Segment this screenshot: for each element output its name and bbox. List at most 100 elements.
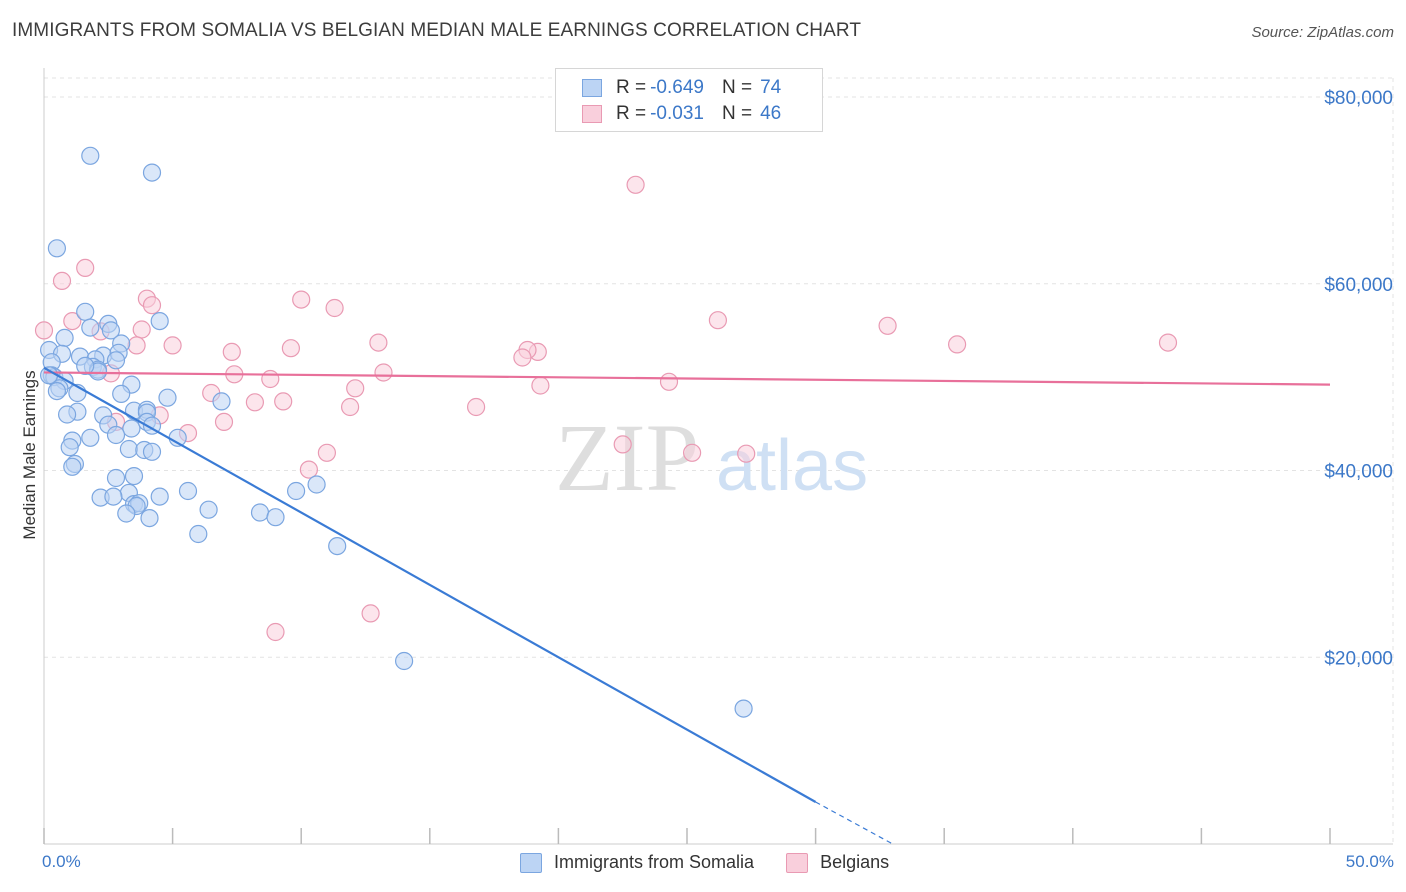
somalia-point bbox=[178, 481, 198, 501]
belgians-point bbox=[163, 336, 182, 355]
somalia-point bbox=[119, 439, 138, 459]
belgians-point bbox=[659, 372, 679, 391]
somalia-point bbox=[140, 508, 159, 528]
x-tick-max: 50.0% bbox=[1345, 852, 1394, 871]
somalia-point bbox=[60, 438, 79, 457]
belgians-point bbox=[127, 336, 146, 355]
somalia-point bbox=[101, 321, 121, 340]
correlation-legend: R = -0.649 N = 74 R = -0.031 N = 46 bbox=[555, 68, 823, 132]
belgians-point bbox=[299, 460, 318, 479]
somalia-point bbox=[63, 457, 82, 476]
y-tick-label: $20,000 bbox=[1324, 648, 1393, 669]
belgians-swatch bbox=[582, 105, 602, 123]
belgians-point bbox=[369, 333, 388, 352]
belgians-point bbox=[467, 397, 486, 417]
somalia-point bbox=[81, 318, 100, 337]
somalia-legend-swatch bbox=[520, 852, 542, 873]
belgians-point bbox=[214, 412, 234, 431]
n-label: N = bbox=[721, 103, 753, 124]
somalia-point bbox=[106, 468, 126, 488]
somalia-point bbox=[150, 487, 169, 506]
belgians-point bbox=[708, 311, 728, 330]
axes bbox=[43, 68, 1393, 845]
somalia-point bbox=[142, 442, 162, 461]
watermark-atlas: atlas bbox=[716, 426, 868, 506]
legend-label-belgians: Belgians bbox=[820, 852, 890, 872]
somalia-trendline-extension bbox=[815, 801, 894, 845]
somalia-point bbox=[150, 312, 169, 331]
somalia-trendline bbox=[43, 366, 817, 803]
belgians-point bbox=[878, 316, 897, 335]
y-tick-label: $80,000 bbox=[1324, 88, 1393, 109]
legend-item-belgians[interactable]: Belgians bbox=[786, 852, 889, 873]
r-value: -0.031 bbox=[650, 103, 704, 124]
chart-title: IMMIGRANTS FROM SOMALIA VS BELGIAN MEDIA… bbox=[12, 20, 862, 41]
belgians-point bbox=[245, 393, 264, 412]
belgians-point bbox=[1158, 333, 1178, 352]
belgians-point bbox=[142, 296, 162, 315]
belgians-point bbox=[63, 312, 82, 331]
somalia-point bbox=[212, 392, 231, 411]
belgians-point bbox=[292, 290, 311, 309]
belgians-point bbox=[325, 298, 344, 318]
somalia-point bbox=[266, 508, 285, 527]
somalia-point bbox=[124, 467, 144, 486]
belgians-point bbox=[34, 321, 54, 340]
belgians-point bbox=[346, 379, 365, 398]
r-value: -0.649 bbox=[650, 77, 704, 98]
r-label: R = bbox=[616, 103, 647, 124]
somalia-point bbox=[250, 503, 270, 522]
legend-row-somalia: R = -0.649 N = 74 bbox=[556, 75, 781, 101]
legend-row-belgians: R = -0.031 N = 46 bbox=[556, 101, 781, 127]
somalia-point bbox=[57, 405, 77, 424]
belgians-legend-swatch bbox=[786, 852, 809, 873]
belgians-point bbox=[374, 363, 393, 382]
somalia-point bbox=[117, 504, 136, 523]
somalia-point bbox=[47, 239, 67, 258]
belgians-point bbox=[682, 443, 702, 462]
n-value: 74 bbox=[760, 77, 782, 98]
watermark: ZIP atlas bbox=[555, 404, 868, 511]
r-label: R = bbox=[616, 77, 647, 98]
belgians-point bbox=[531, 376, 550, 395]
belgians-point bbox=[76, 258, 95, 277]
n-label: N = bbox=[721, 77, 753, 98]
somalia-point bbox=[106, 425, 126, 445]
somalia-point bbox=[142, 163, 162, 182]
series-legend: Immigrants from Somalia Belgians bbox=[520, 852, 921, 873]
trendlines bbox=[43, 366, 1331, 845]
legend-item-somalia[interactable]: Immigrants from Somalia bbox=[520, 852, 754, 873]
somalia-point bbox=[122, 419, 141, 438]
belgians-point bbox=[52, 271, 72, 290]
y-tick-label: $60,000 bbox=[1324, 275, 1393, 296]
somalia-point bbox=[76, 356, 95, 375]
belgians-point bbox=[737, 444, 756, 463]
belgians-point bbox=[341, 397, 360, 417]
belgians-point bbox=[222, 342, 241, 361]
somalia-point bbox=[189, 524, 208, 544]
source-label: Source: ZipAtlas.com bbox=[1251, 24, 1394, 41]
belgians-point bbox=[281, 339, 300, 358]
y-tick-label: $40,000 bbox=[1324, 462, 1393, 483]
belgians-point bbox=[947, 335, 967, 354]
belgians-point bbox=[266, 622, 285, 642]
somalia-point bbox=[112, 384, 131, 403]
belgians-point bbox=[626, 175, 645, 194]
somalia-point bbox=[158, 388, 177, 407]
somalia-point bbox=[199, 500, 218, 519]
somalia-swatch bbox=[582, 79, 602, 97]
belgians-point bbox=[274, 392, 293, 411]
somalia-point bbox=[47, 382, 67, 401]
somalia-point bbox=[76, 302, 95, 321]
somalia-point bbox=[328, 536, 347, 556]
watermark-zip: ZIP bbox=[555, 404, 699, 511]
legend-label-somalia: Immigrants from Somalia bbox=[554, 852, 755, 872]
somalia-point bbox=[287, 481, 306, 501]
x-tick-min: 0.0% bbox=[42, 852, 81, 871]
n-value: 46 bbox=[760, 103, 782, 124]
somalia-point bbox=[106, 351, 126, 370]
somalia-point bbox=[81, 146, 100, 165]
belgians-point bbox=[317, 443, 336, 462]
y-tick-labels: $20,000 $40,000 $60,000 $80,000 bbox=[1324, 88, 1393, 669]
